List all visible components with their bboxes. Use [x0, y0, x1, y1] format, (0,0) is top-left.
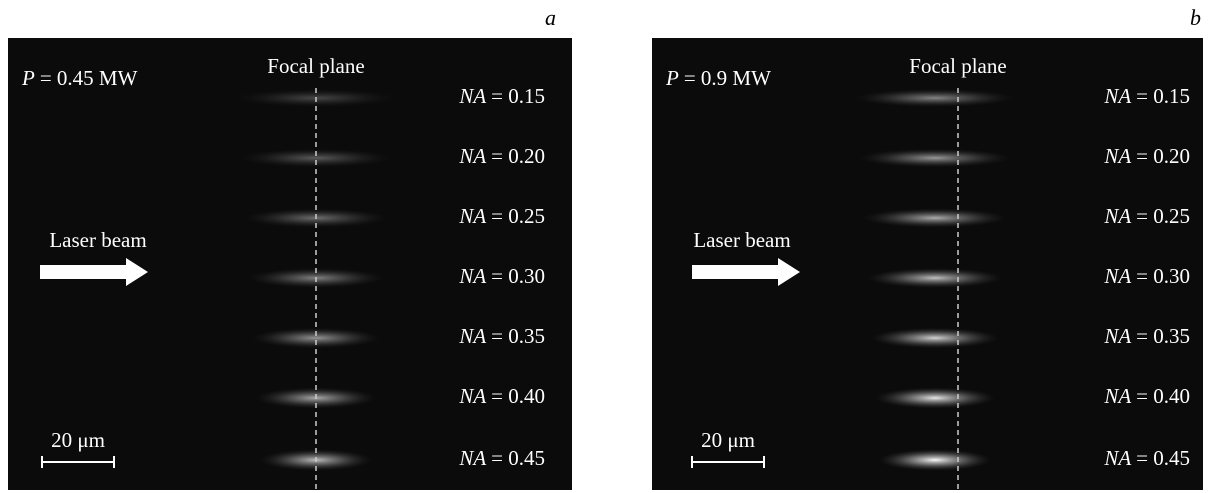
na-label: NA = 0.40: [458, 384, 545, 408]
na-symbol: NA: [1103, 204, 1131, 228]
beam-arrow: [692, 258, 800, 286]
na-symbol: NA: [1103, 84, 1131, 108]
na-label: NA = 0.45: [458, 446, 545, 470]
na-symbol: NA: [458, 384, 486, 408]
na-label: NA = 0.40: [1103, 384, 1190, 408]
na-value: = 0.25: [491, 204, 545, 228]
na-symbol: NA: [1103, 264, 1131, 288]
na-label: NA = 0.30: [1103, 264, 1190, 288]
na-label: NA = 0.45: [1103, 446, 1190, 470]
power-value: = 0.9 MW: [684, 66, 771, 90]
panel-label: b: [1190, 5, 1201, 30]
na-label: NA = 0.20: [458, 144, 545, 168]
na-label: NA = 0.25: [1103, 204, 1190, 228]
na-value: = 0.35: [491, 324, 545, 348]
na-value: = 0.30: [491, 264, 545, 288]
image: [8, 38, 572, 490]
focal-plane-label: Focal plane: [909, 54, 1006, 78]
na-symbol: NA: [458, 84, 486, 108]
focal-spot: [863, 208, 1007, 228]
power-value: = 0.45 MW: [40, 66, 138, 90]
na-symbol: NA: [1103, 144, 1131, 168]
na-value: = 0.45: [1136, 446, 1190, 470]
power-label: P = 0.9 MW: [665, 66, 771, 90]
na-label: NA = 0.35: [1103, 324, 1190, 348]
na-value: = 0.40: [1136, 384, 1190, 408]
laser-beam-label: Laser beam: [49, 228, 146, 252]
focal-spot: [855, 89, 1015, 107]
na-label: NA = 0.35: [458, 324, 545, 348]
na-value: = 0.20: [491, 144, 545, 168]
focal-spot: [240, 148, 392, 168]
scale-bar-label: 20 μm: [701, 428, 755, 452]
na-symbol: NA: [1103, 324, 1131, 348]
focal-spot: [859, 148, 1011, 168]
focal-spot: [252, 327, 380, 349]
na-symbol: NA: [458, 144, 486, 168]
na-value: = 0.45: [491, 446, 545, 470]
na-value: = 0.15: [491, 84, 545, 108]
scale-bar-label: 20 μm: [51, 428, 105, 452]
na-value: = 0.40: [491, 384, 545, 408]
na-symbol: NA: [1103, 446, 1131, 470]
na-symbol: NA: [458, 324, 486, 348]
na-symbol: NA: [458, 204, 486, 228]
panel-label: a: [545, 5, 556, 30]
na-label: NA = 0.15: [1103, 84, 1190, 108]
na-value: = 0.25: [1136, 204, 1190, 228]
na-value: = 0.15: [1136, 84, 1190, 108]
power-label: P = 0.45 MW: [21, 66, 138, 90]
na-label: NA = 0.15: [458, 84, 545, 108]
image: [652, 38, 1203, 490]
na-value: = 0.20: [1136, 144, 1190, 168]
na-value: = 0.30: [1136, 264, 1190, 288]
na-symbol: NA: [1103, 384, 1131, 408]
focal-spot: [875, 387, 995, 409]
focal-spot: [871, 327, 999, 349]
na-label: NA = 0.25: [458, 204, 545, 228]
focal-spot: [867, 268, 1003, 288]
na-symbol: NA: [458, 446, 486, 470]
laser-beam-label: Laser beam: [693, 228, 790, 252]
beam-arrow: [40, 258, 148, 286]
na-label: NA = 0.20: [1103, 144, 1190, 168]
power-symbol: P: [665, 66, 679, 90]
focal-plane-label: Focal plane: [267, 54, 364, 78]
power-symbol: P: [21, 66, 35, 90]
focal-spot: [879, 449, 991, 471]
na-value: = 0.35: [1136, 324, 1190, 348]
na-label: NA = 0.30: [458, 264, 545, 288]
na-symbol: NA: [458, 264, 486, 288]
